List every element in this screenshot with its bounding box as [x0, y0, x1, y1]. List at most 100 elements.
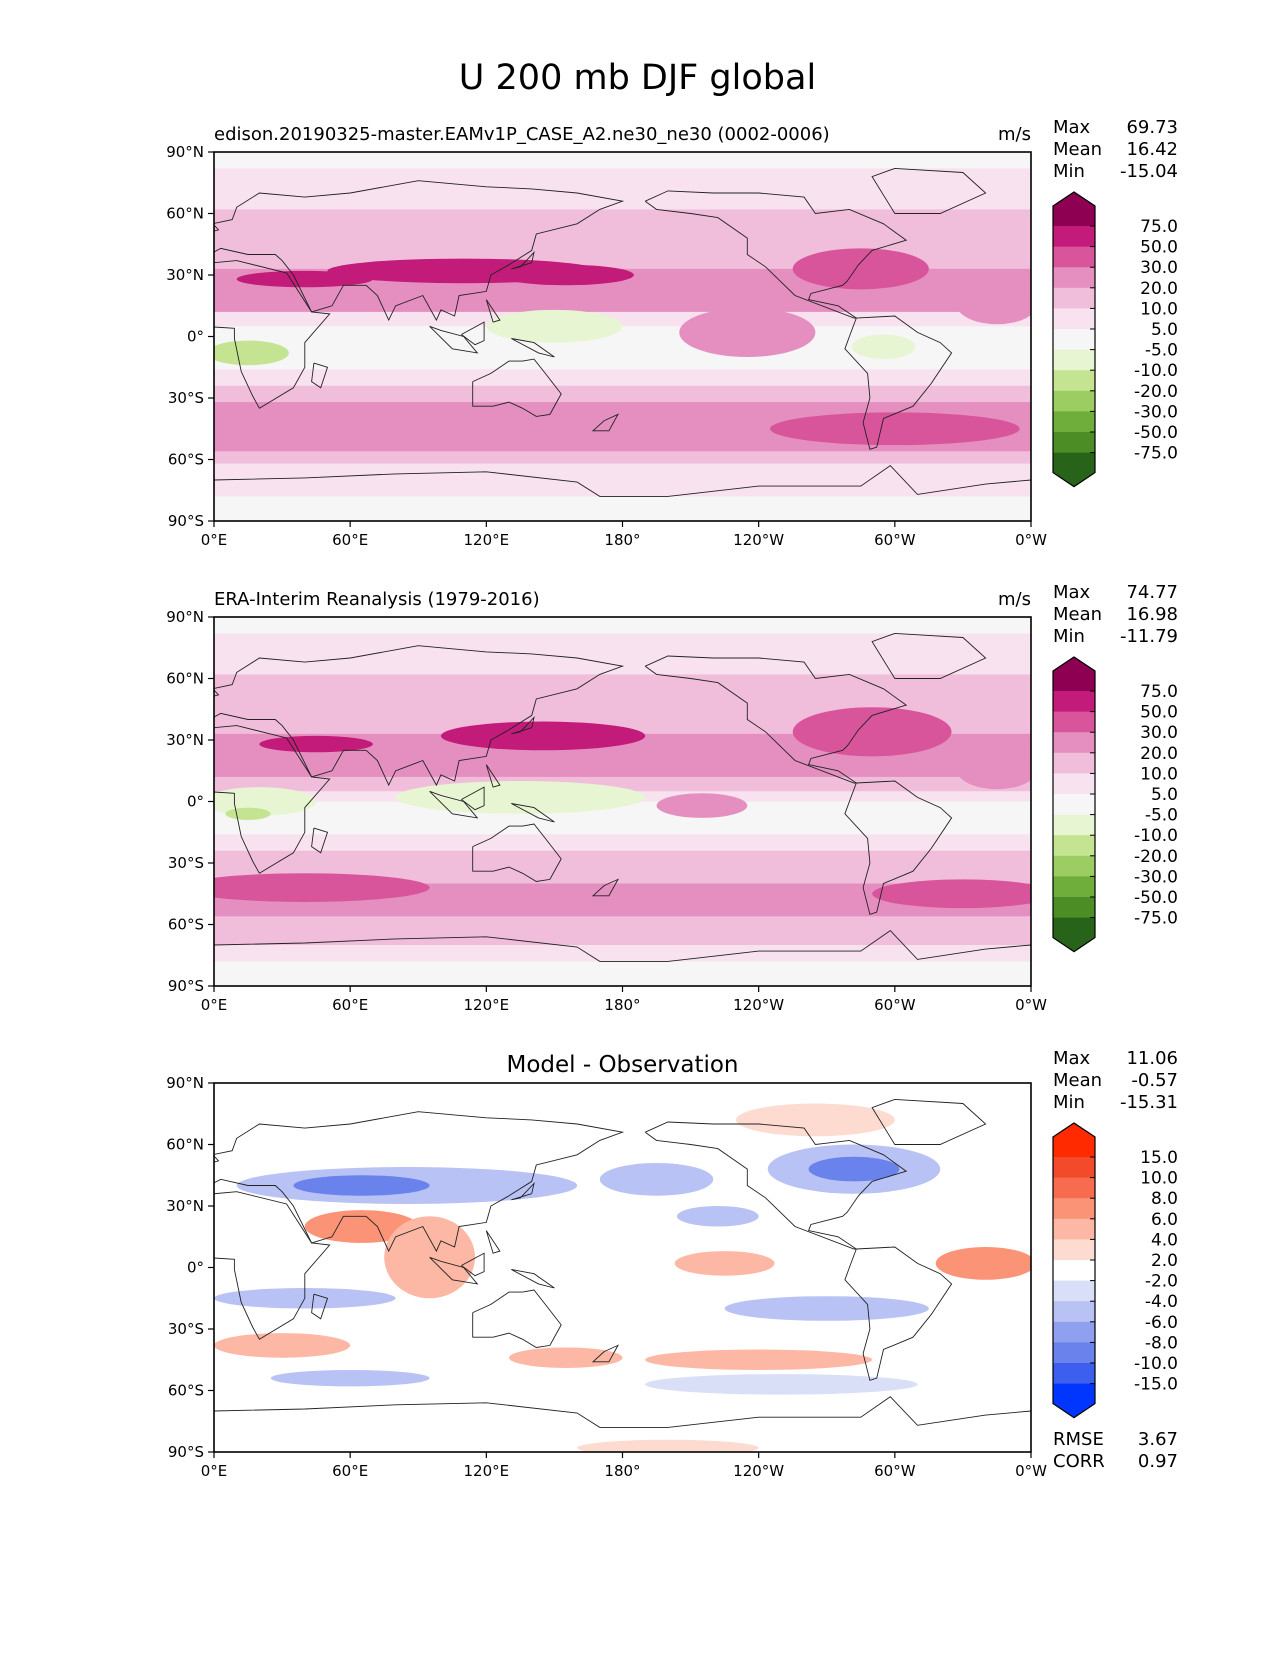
field-region	[599, 1162, 714, 1196]
colorbar-label: -10.0	[1134, 1354, 1178, 1374]
colorbar-box	[1053, 897, 1095, 918]
y-tick-label: 60°N	[166, 205, 204, 223]
y-tick-label: 60°N	[166, 1136, 204, 1154]
field-region	[259, 735, 373, 753]
coastline	[844, 780, 953, 915]
colorbar-box	[1053, 267, 1095, 289]
colorbar-label: 75.0	[1140, 682, 1178, 702]
field-band	[214, 352, 1031, 370]
field-band	[214, 867, 1031, 885]
coastline	[214, 1111, 625, 1253]
stat-value: -15.04	[1120, 161, 1178, 182]
x-tick-label: 120°E	[464, 531, 510, 549]
colorbar-outline	[1052, 656, 1096, 953]
field-region	[724, 1296, 929, 1321]
coastline	[871, 1098, 987, 1145]
colorbar-label: 10.0	[1140, 764, 1178, 784]
y-tick-label: 60°S	[168, 916, 204, 934]
figure-title: U 200 mb DJF global	[458, 58, 817, 98]
coastline	[591, 878, 620, 897]
coastline	[429, 325, 479, 354]
colorbar-box	[1053, 814, 1095, 836]
colorbar-box	[1053, 1301, 1095, 1323]
colorbar-extend-top	[1053, 657, 1095, 691]
field-band	[214, 336, 1031, 354]
field-region	[656, 793, 748, 818]
y-tick-label: 90°S	[168, 512, 204, 530]
coastline	[461, 1252, 485, 1277]
y-tick-label: 60°S	[168, 451, 204, 469]
colorbar-box	[1053, 876, 1095, 898]
colorbar-box	[1053, 308, 1095, 330]
colorbar-label: -30.0	[1134, 867, 1178, 887]
coastline	[214, 725, 331, 874]
field-band	[214, 694, 1031, 716]
field-region	[676, 1206, 759, 1227]
field-region	[674, 1251, 775, 1276]
field-region	[440, 721, 646, 751]
field-region	[679, 307, 816, 357]
coastline	[591, 1344, 620, 1363]
colorbar-box	[1053, 329, 1095, 350]
colorbar-label: 10.0	[1140, 1169, 1178, 1189]
field-region	[808, 1156, 900, 1182]
field-band	[214, 653, 1031, 675]
colorbar-box	[1053, 411, 1095, 433]
x-tick-label: 120°E	[464, 996, 510, 1014]
coastline	[311, 827, 329, 854]
x-tick-label: 0°W	[1015, 531, 1047, 549]
x-tick-label: 120°W	[733, 1462, 784, 1480]
colorbar-box	[1053, 1342, 1095, 1364]
units-label: m/s	[998, 124, 1031, 145]
colorbar-box	[1053, 226, 1095, 247]
coastline	[311, 362, 329, 389]
field-region	[395, 781, 646, 814]
colorbar-box	[1053, 835, 1095, 857]
field-region	[577, 1439, 759, 1452]
field-region	[851, 334, 916, 360]
field-band	[214, 480, 1031, 497]
field-band	[214, 817, 1031, 835]
x-tick-label: 60°W	[874, 996, 916, 1014]
x-tick-label: 0°E	[201, 1462, 228, 1480]
x-tick-label: 120°W	[733, 531, 784, 549]
field-band	[214, 760, 1031, 778]
field-band	[214, 168, 1031, 190]
colorbar-label: 50.0	[1140, 703, 1178, 723]
stat-label: CORR	[1053, 1451, 1105, 1472]
stat-label: Max	[1053, 117, 1091, 138]
y-tick-label: 60°S	[168, 1382, 204, 1400]
colorbar-label: 6.0	[1151, 1210, 1178, 1230]
stat-label: Min	[1053, 1092, 1085, 1113]
x-tick-label: 60°E	[332, 996, 368, 1014]
field-band	[214, 916, 1031, 930]
stat-value: 16.98	[1126, 604, 1178, 625]
coastline	[214, 260, 331, 409]
stat-value: 3.67	[1138, 1429, 1178, 1450]
field-region	[293, 1175, 430, 1196]
stat-value: -0.57	[1131, 1070, 1178, 1091]
coastline	[511, 1269, 555, 1289]
colorbar-label: -15.0	[1134, 1375, 1178, 1395]
colorbar-box	[1053, 732, 1095, 754]
y-tick-label: 90°S	[168, 1443, 204, 1461]
field-region	[770, 412, 1020, 446]
coastline	[485, 1230, 501, 1254]
x-tick-label: 180°	[604, 996, 640, 1014]
field-band	[214, 1083, 1031, 1452]
coastline	[461, 786, 485, 811]
colorbar-label: 2.0	[1151, 1251, 1178, 1271]
y-tick-label: 60°N	[166, 670, 204, 688]
colorbar-box	[1053, 432, 1095, 453]
field-region	[509, 1347, 623, 1368]
colorbar: 15.010.08.06.04.02.0-2.0-4.0-6.0-8.0-10.…	[1052, 1122, 1178, 1419]
y-tick-label: 30°S	[168, 854, 204, 872]
y-tick-label: 30°N	[166, 731, 204, 749]
field-band	[214, 451, 1031, 465]
field-band	[214, 311, 1031, 327]
x-tick-label: 60°E	[332, 531, 368, 549]
field-region	[214, 340, 289, 366]
colorbar-label: -10.0	[1134, 361, 1178, 381]
x-tick-label: 180°	[604, 1462, 640, 1480]
